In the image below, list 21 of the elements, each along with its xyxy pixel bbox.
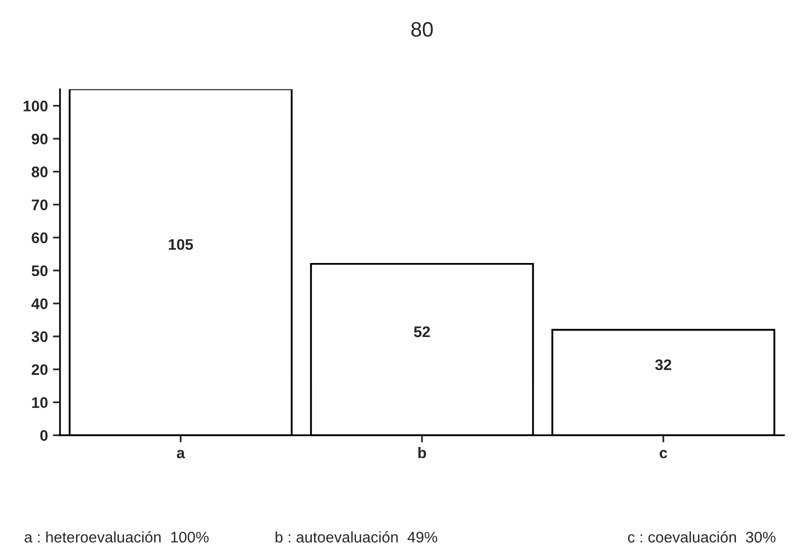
text: b : autoevaluación 49% — [276, 531, 438, 543]
y-tick-label: 50 — [32, 265, 48, 276]
y-tick-label: 10 — [32, 397, 48, 408]
y-tick-label: 70 — [32, 199, 48, 210]
x-tick-label: b — [418, 447, 426, 458]
data-label: 52 — [414, 326, 430, 338]
y-tick-label: 20 — [32, 364, 48, 376]
y-tick-label: 100 — [24, 100, 48, 112]
x-tick-label: a — [176, 450, 186, 458]
y-tick-label: 60 — [32, 232, 48, 244]
data-label: 105 — [168, 239, 193, 250]
y-tick-label: 40 — [31, 298, 48, 310]
y-tick-label: 90 — [32, 134, 48, 144]
text: a : heteroevaluación 100% — [24, 531, 209, 543]
y-tick-label: 30 — [32, 331, 48, 342]
text: c : coevaluación 30% — [628, 531, 776, 543]
chart-title: 80 — [411, 22, 433, 37]
x-tick-label: c — [660, 450, 668, 458]
y-tick-label: 0 — [40, 430, 48, 441]
data-label: 32 — [655, 359, 672, 370]
y-tick-label: 80 — [32, 166, 48, 178]
